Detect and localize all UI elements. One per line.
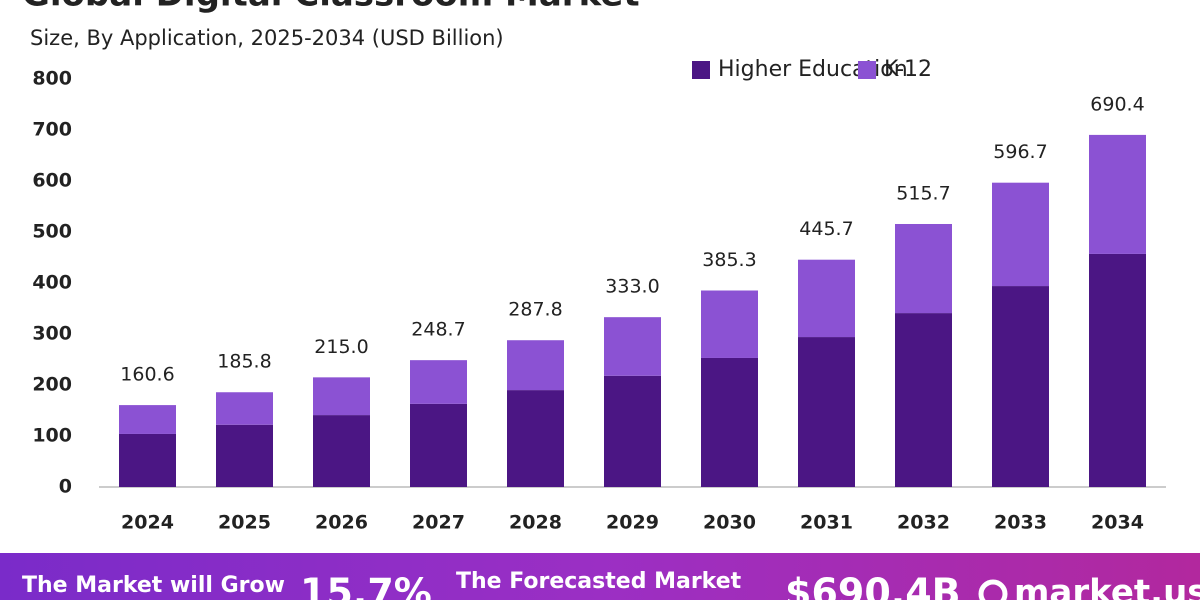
bar-segment [216,392,273,425]
bar-segment [895,313,952,487]
bar-segment [216,424,273,487]
y-tick-label: 600 [32,170,72,192]
bar-segment [798,337,855,487]
brand-logo [978,579,1008,600]
y-tick-label: 100 [32,425,72,447]
bar-segment [604,375,661,487]
footer-band [0,553,1200,600]
x-tick-label: 2034 [1091,512,1144,534]
legend-label: Higher Education [718,57,908,82]
footer-forecast-text: The Forecasted Market [456,569,742,594]
y-tick-label: 300 [32,323,72,345]
chart-subtitle: Size, By Application, 2025-2034 (USD Bil… [30,26,504,50]
bar-segment [507,340,564,391]
total-label: 160.6 [120,364,174,386]
y-tick-label: 800 [32,68,72,90]
footer-brand: market.us [1014,573,1200,600]
x-tick-label: 2025 [218,512,271,534]
bar-segment [1089,253,1146,487]
legend-label: K-12 [884,57,932,82]
total-label: 596.7 [993,141,1047,163]
bar-segment [895,223,952,314]
x-tick-label: 2024 [121,512,174,534]
bar-segment [313,415,370,487]
total-label: 690.4 [1090,93,1144,115]
total-label: 287.8 [508,299,562,321]
bar-segment [410,360,467,404]
footer-cagr: 15.7% [300,571,432,600]
bar-segment [119,405,176,434]
bar-segment [701,357,758,487]
x-tick-label: 2029 [606,512,659,534]
legend-swatch [692,61,710,79]
bar-segment [604,317,661,376]
y-tick-label: 200 [32,374,72,396]
chart-title: Global Digital Classroom Market [22,0,640,15]
bar-segment [701,290,758,358]
legend-swatch [858,61,876,79]
total-label: 445.7 [799,218,853,240]
bar-segment [992,286,1049,487]
bar-segment [1089,134,1146,254]
bar-segment [119,433,176,487]
total-label: 215.0 [314,336,368,358]
y-tick-label: 400 [32,272,72,294]
x-tick-label: 2031 [800,512,853,534]
x-tick-label: 2027 [412,512,465,534]
total-label: 385.3 [702,249,756,271]
x-tick-label: 2028 [509,512,562,534]
total-label: 185.8 [217,351,271,373]
bar-segment [507,390,564,487]
bar-segment [313,377,370,416]
total-label: 333.0 [605,276,659,298]
y-tick-label: 0 [59,476,72,498]
footer-forecast-value: $690.4B [785,571,961,600]
y-tick-label: 500 [32,221,72,243]
x-tick-label: 2032 [897,512,950,534]
bar-segment [992,182,1049,287]
x-tick-label: 2033 [994,512,1047,534]
total-label: 515.7 [896,182,950,204]
x-tick-label: 2030 [703,512,756,534]
bar-segment [410,403,467,487]
x-tick-label: 2026 [315,512,368,534]
footer-grow-text: The Market will Grow [22,573,285,598]
total-label: 248.7 [411,319,465,341]
bar-segment [798,259,855,338]
y-tick-label: 700 [32,119,72,141]
